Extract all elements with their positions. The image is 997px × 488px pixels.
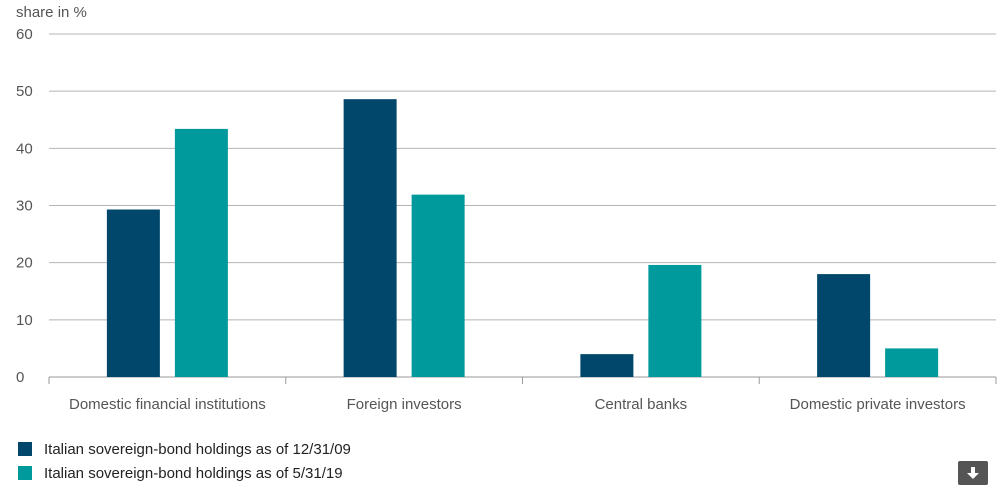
- legend: Italian sovereign-bond holdings as of 12…: [18, 437, 351, 485]
- y-tick-label: 60: [16, 26, 33, 43]
- y-tick-label: 50: [16, 83, 33, 100]
- legend-label-series-1: Italian sovereign-bond holdings as of 12…: [44, 440, 351, 458]
- download-button[interactable]: [958, 461, 988, 485]
- x-tick-label: Foreign investors: [347, 396, 462, 413]
- bar-series-2: [174, 128, 228, 377]
- y-tick-label: 10: [16, 312, 33, 329]
- legend-label-series-2: Italian sovereign-bond holdings as of 5/…: [44, 464, 343, 482]
- x-tick-label: Domestic financial institutions: [69, 396, 266, 413]
- download-arrow-icon: [967, 466, 979, 479]
- y-tick-label: 0: [16, 369, 24, 386]
- x-tick-label: Central banks: [595, 396, 688, 413]
- legend-item-series-1: Italian sovereign-bond holdings as of 12…: [18, 437, 351, 461]
- bar-series-1: [343, 99, 397, 378]
- legend-swatch-series-1: [18, 442, 32, 456]
- x-tick-label: Domestic private investors: [790, 396, 966, 413]
- y-axis-label: share in %: [16, 4, 87, 21]
- bar-series-2: [648, 264, 702, 377]
- y-tick-label: 30: [16, 198, 33, 215]
- bar-series-1: [580, 354, 634, 377]
- y-tick-label: 20: [16, 255, 33, 272]
- bar-series-2: [885, 348, 939, 377]
- bar-series-1: [106, 209, 160, 377]
- y-tick-label: 40: [16, 140, 33, 157]
- legend-item-series-2: Italian sovereign-bond holdings as of 5/…: [18, 461, 351, 485]
- bar-series-2: [411, 194, 465, 377]
- bar-chart-plot: 0 10 20 30 40 50 60 Domestic financial institut…: [16, 26, 997, 413]
- bar-series-1: [817, 274, 871, 377]
- legend-swatch-series-2: [18, 466, 32, 480]
